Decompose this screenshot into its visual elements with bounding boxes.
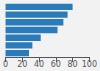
svg-text:80: 80 <box>68 60 78 69</box>
svg-text:40: 40 <box>34 60 44 69</box>
svg-text:20: 20 <box>17 60 27 69</box>
svg-text:60: 60 <box>51 60 61 69</box>
svg-text:0: 0 <box>3 60 8 69</box>
svg-text:100: 100 <box>82 60 97 69</box>
